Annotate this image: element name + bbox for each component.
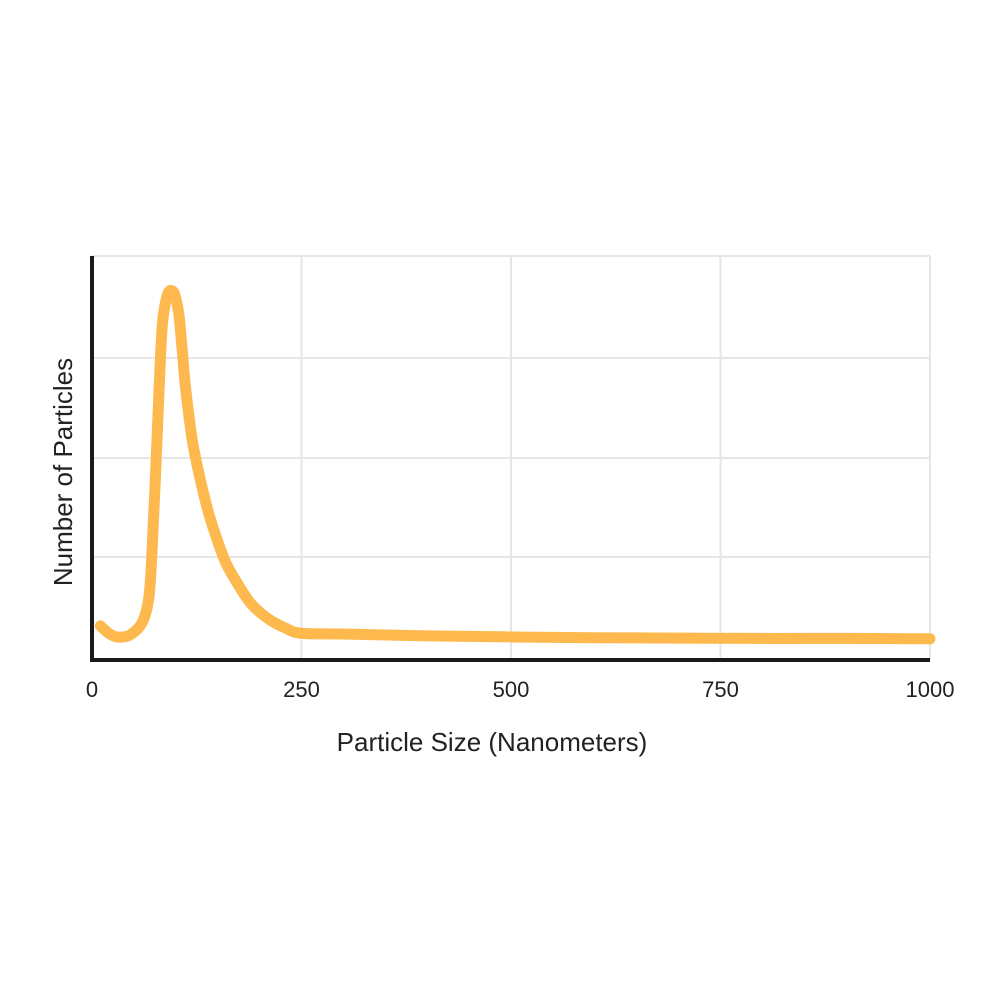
y-axis-title: Number of Particles [48,358,78,586]
x-tick-label: 1000 [906,677,955,702]
x-axis-title: Particle Size (Nanometers) [337,727,648,757]
gridlines [92,255,931,660]
x-tick-label: 0 [86,677,98,702]
series-line [94,285,936,645]
x-tick-label: 500 [493,677,530,702]
x-tick-label: 250 [283,677,320,702]
x-tick-labels: 0 250 500 750 1000 [86,677,955,702]
x-tick-label: 750 [702,677,739,702]
